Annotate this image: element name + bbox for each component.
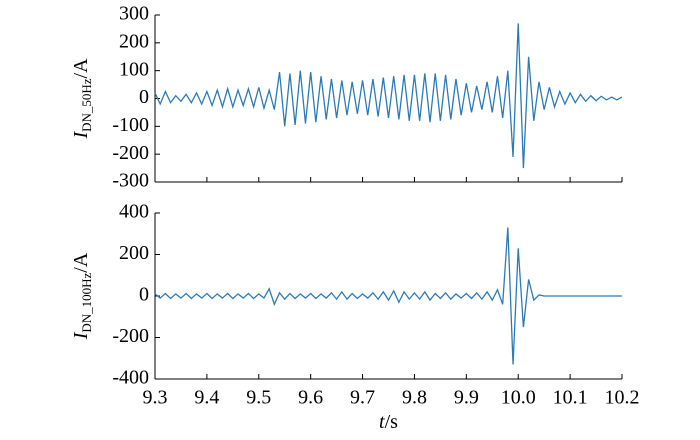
x-tick-label: 9.9	[454, 387, 479, 409]
y-tick-label: -300	[112, 170, 149, 192]
y-tick-label: -200	[112, 142, 149, 164]
y-tick-label: -400	[112, 367, 149, 389]
x-tick-label: 9.4	[194, 387, 219, 409]
data-line	[154, 227, 622, 365]
y-tick-label: 200	[119, 30, 149, 52]
x-tick-label: 10.1	[553, 387, 588, 409]
x-tick-label: 9.3	[143, 387, 168, 409]
x-label-var: t	[379, 411, 385, 433]
y-tick-label: -200	[112, 325, 149, 347]
y-tick-label: 200	[119, 242, 149, 264]
x-tick-label: 10.2	[605, 387, 640, 409]
y-label-sub: DN_100Hz	[79, 272, 94, 332]
y-tick-label: 0	[139, 284, 149, 306]
y-label-var: I	[70, 131, 92, 140]
y-label-unit: /A	[70, 252, 92, 273]
x-label-unit: /s	[385, 411, 399, 433]
y-axis-label: IDN_100Hz/A	[70, 252, 94, 340]
x-tick-label: 9.8	[402, 387, 427, 409]
y-tick-label: -100	[112, 114, 149, 136]
x-tick-label: 9.7	[350, 387, 375, 409]
y-tick-label: 100	[119, 58, 149, 80]
x-tick-label: 10.0	[501, 387, 536, 409]
x-tick-label: 9.5	[246, 387, 271, 409]
y-tick-label: 0	[139, 86, 149, 108]
y-tick-label: 300	[119, 3, 149, 25]
y-axis-label: IDN_50Hz/A	[70, 58, 94, 140]
x-axis-label: t/s	[379, 411, 398, 433]
data-line	[154, 23, 623, 169]
y-label-sub: DN_50Hz	[79, 78, 94, 132]
y-label-var: I	[70, 331, 92, 340]
y-label-unit: /A	[70, 58, 92, 79]
x-tick-label: 9.6	[298, 387, 323, 409]
y-tick-label: 400	[119, 201, 149, 223]
